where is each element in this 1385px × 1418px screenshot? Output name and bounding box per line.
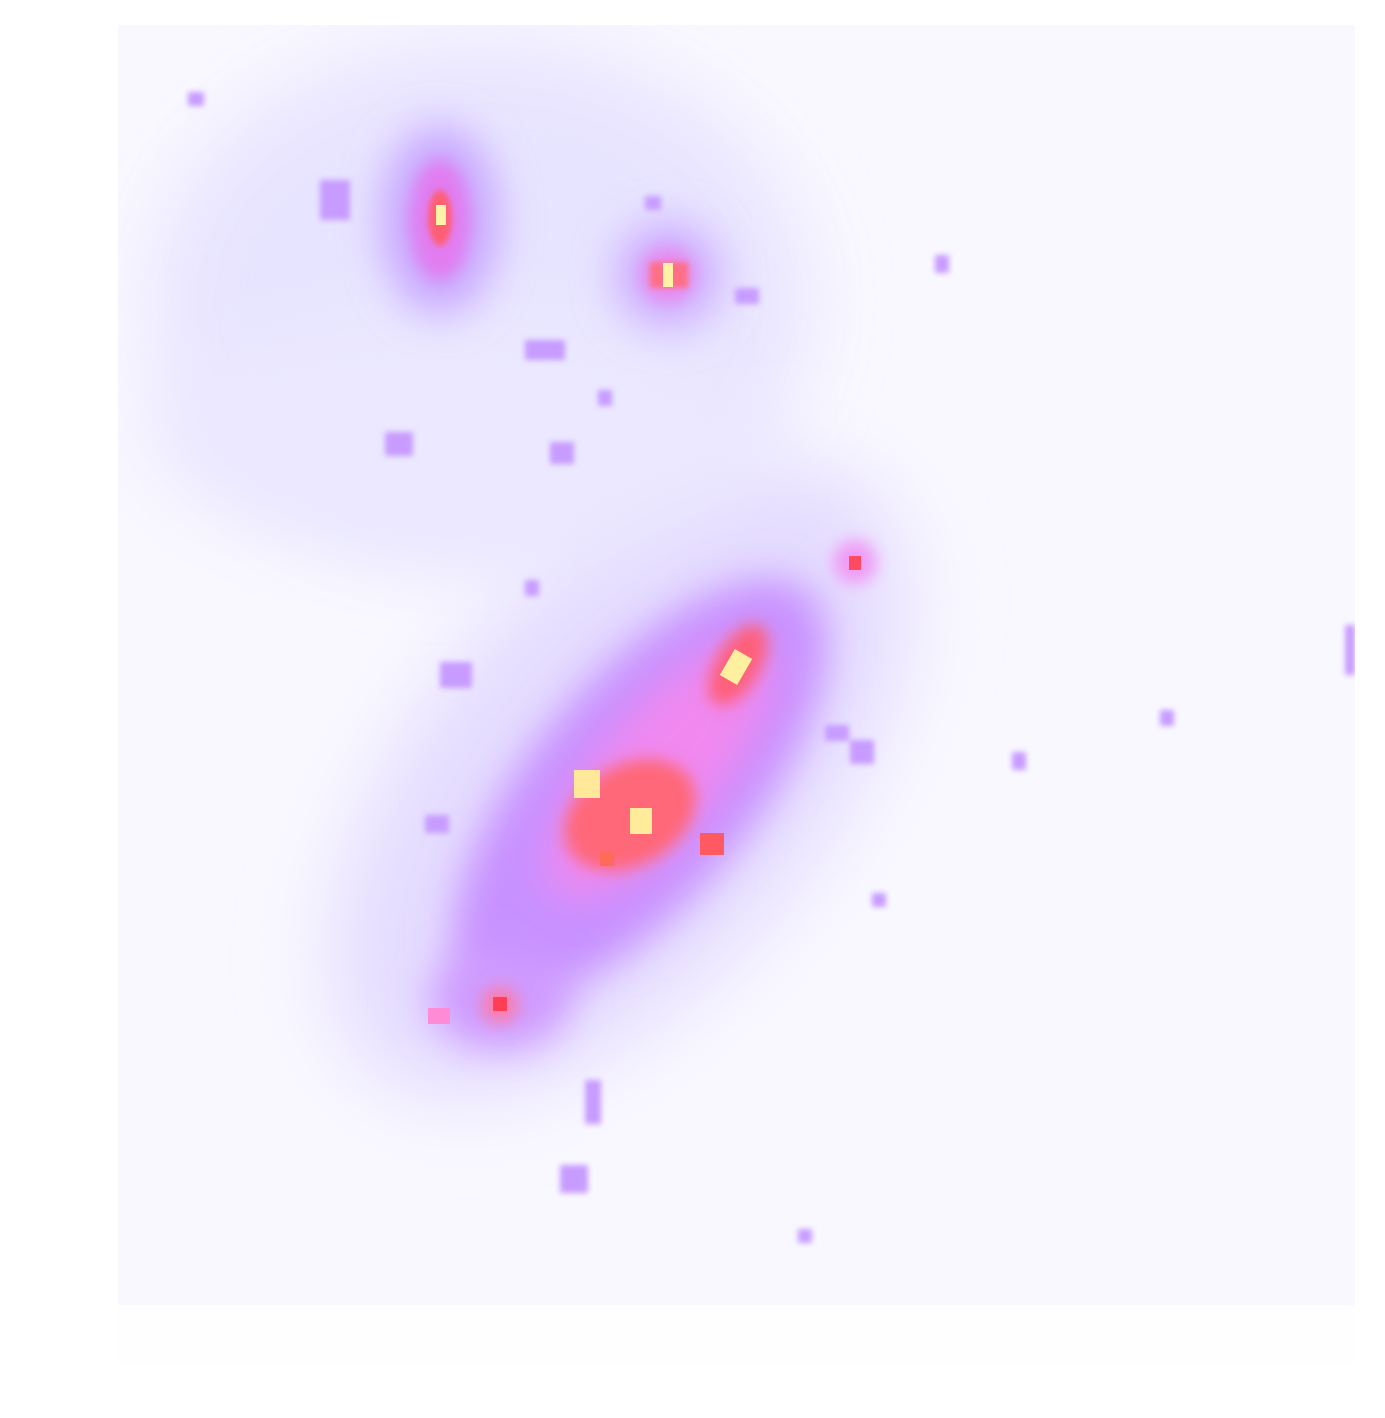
emission: [150, 40, 1355, 1243]
margin: [118, 1305, 1355, 1365]
